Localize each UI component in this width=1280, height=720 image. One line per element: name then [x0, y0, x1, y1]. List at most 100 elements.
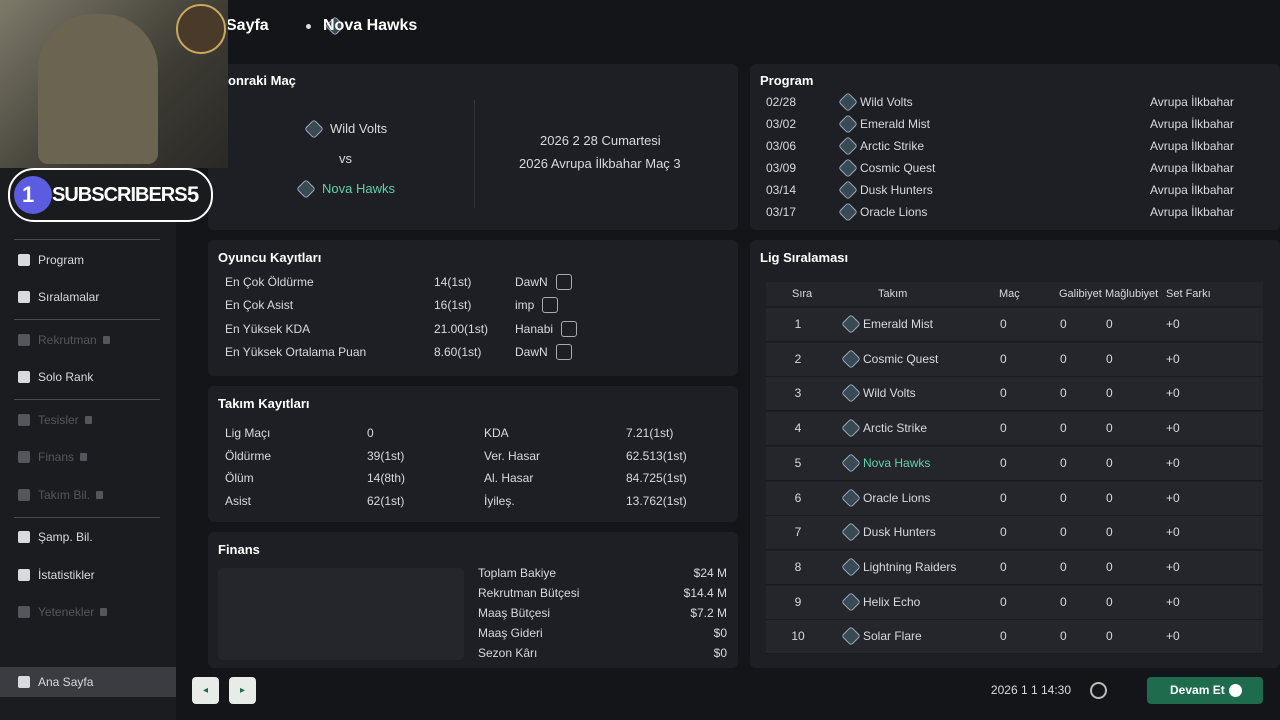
vs: vs	[339, 151, 352, 166]
sidebar-item[interactable]: Tesisler	[38, 413, 79, 427]
record-label: En Çok Öldürme	[225, 275, 314, 289]
sidebar-icon	[18, 489, 30, 501]
sidebar-icon	[18, 254, 30, 266]
table-cell: +0	[1166, 559, 1180, 574]
team-record-cell: Asist	[225, 494, 252, 509]
sidebar-item[interactable]: Sıralamalar	[38, 290, 100, 304]
table-cell: 0	[1000, 525, 1007, 540]
team-name: Emerald Mist	[863, 317, 934, 331]
record-label: En Çok Asist	[225, 298, 294, 313]
team-record-cell: KDA	[484, 426, 509, 440]
table-cell: 0	[1000, 490, 1007, 505]
finance-label: Rekrutman Bütçesi	[478, 586, 580, 600]
sidebar-item[interactable]: Solo Rank	[38, 370, 94, 384]
sidebar-item[interactable]: Takım Bil.	[38, 488, 91, 502]
table-cell: 0	[1060, 351, 1067, 366]
table-header: Sıra	[792, 288, 813, 300]
program-team: Emerald Mist	[860, 117, 931, 131]
program-date: 03/17	[766, 205, 797, 219]
next-button[interactable]: ▸	[229, 677, 256, 704]
record-value: 8.60(1st)	[434, 344, 482, 359]
team-record-cell: Ölüm	[225, 471, 254, 486]
sub-left: 1	[22, 182, 35, 207]
table-row[interactable]	[766, 550, 1263, 585]
table-cell: 0	[1106, 559, 1113, 574]
table-cell: +0	[1166, 594, 1180, 609]
table-cell: +0	[1166, 386, 1180, 401]
team-records-card	[208, 386, 738, 522]
team-record-cell: 39(1st)	[367, 448, 405, 463]
match-event: 2026 Avrupa İlkbahar Maç 3	[519, 156, 681, 171]
table-cell: +0	[1166, 421, 1180, 436]
table-row[interactable]	[766, 342, 1263, 377]
breadcrumb-team: Nova Hawks	[323, 17, 418, 34]
record-value: 14(1st)	[434, 275, 472, 289]
table-row[interactable]	[766, 446, 1263, 481]
table-header: Takım	[878, 288, 908, 300]
sidebar-icon	[18, 371, 30, 383]
sidebar-item[interactable]: Ana Sayfa	[38, 675, 94, 689]
player-icon[interactable]	[542, 297, 558, 314]
team-record-cell: Öldürme	[225, 448, 272, 463]
power-button[interactable]	[1090, 682, 1107, 699]
table-cell: 0	[1060, 421, 1067, 436]
player-records-card	[208, 240, 738, 376]
sidebar-item[interactable]: Program	[38, 253, 85, 267]
table-cell: 0	[1106, 594, 1113, 609]
webcam-person	[38, 14, 158, 164]
table-row[interactable]	[766, 377, 1263, 412]
sidebar-icon	[18, 334, 30, 346]
breadcrumb: Sayfa	[226, 17, 269, 34]
sub-label: SUBSCRIBERS	[52, 184, 188, 206]
team-record-cell: İyileş.	[484, 494, 515, 509]
table-row[interactable]	[766, 620, 1263, 655]
sidebar-icon	[18, 569, 30, 581]
team-record-cell: 0	[367, 426, 374, 440]
sidebar-item[interactable]: Rekrutman	[38, 333, 97, 347]
record-player: DawN	[515, 275, 548, 289]
sidebar-item[interactable]: İstatistikler	[38, 568, 95, 582]
record-player: Hanabi	[515, 321, 554, 336]
finance-label: Maaş Bütçesi	[478, 606, 551, 620]
sidebar-icon	[18, 291, 30, 303]
table-row[interactable]	[766, 412, 1263, 447]
lock-icon	[80, 453, 87, 461]
table-row[interactable]	[766, 308, 1263, 342]
team-name: Lightning Raiders	[863, 559, 957, 574]
finance-value: $7.2 M	[690, 606, 727, 620]
team-name: Wild Volts	[863, 386, 916, 401]
player-icon[interactable]	[556, 343, 572, 360]
team-name: Oracle Lions	[863, 490, 931, 505]
sidebar-divider	[14, 239, 160, 240]
table-row[interactable]	[766, 481, 1263, 516]
rank: 1	[794, 317, 802, 331]
sidebar-item[interactable]: Şamp. Bil.	[38, 530, 93, 544]
table-cell: 0	[1000, 351, 1007, 366]
team-name: Nova Hawks	[863, 455, 931, 470]
program-date: 03/09	[766, 161, 797, 175]
record-label: En Yüksek KDA	[225, 321, 311, 336]
sidebar-item[interactable]: Finans	[38, 450, 75, 464]
table-cell: 0	[1000, 421, 1007, 436]
finance-label: Toplam Bakiye	[478, 566, 557, 580]
rank: 9	[794, 594, 802, 609]
program-team: Dusk Hunters	[860, 183, 933, 197]
table-row[interactable]	[766, 516, 1263, 551]
finance-value: $24 M	[693, 566, 727, 580]
sub-badge	[8, 168, 213, 222]
table-cell: 0	[1106, 525, 1113, 540]
table-cell: 0	[1106, 421, 1113, 436]
table-row[interactable]	[766, 585, 1263, 620]
rank: 7	[794, 525, 802, 540]
continue-button[interactable]	[1147, 677, 1263, 704]
player-icon[interactable]	[561, 320, 577, 337]
program-date: 02/28	[766, 95, 797, 109]
away-team: Nova Hawks	[322, 181, 395, 196]
prev-button[interactable]: ◂	[192, 677, 219, 704]
team-name: Cosmic Quest	[863, 351, 939, 366]
table-cell: +0	[1166, 490, 1180, 505]
program-date: 03/06	[766, 139, 797, 153]
player-icon[interactable]	[556, 274, 572, 290]
sidebar-item[interactable]: Yetenekler	[38, 605, 95, 619]
